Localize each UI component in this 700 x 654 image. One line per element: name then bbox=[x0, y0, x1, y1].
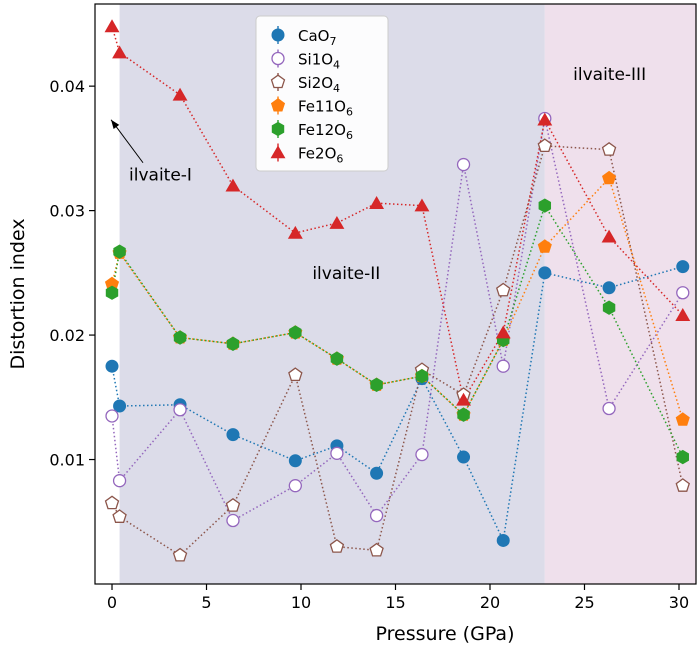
point-fe2o6 bbox=[369, 196, 385, 209]
point-si2o4 bbox=[537, 138, 553, 153]
point-fe12o6 bbox=[457, 407, 470, 422]
phase-annotations: ilvaite-I ilvaite-II ilvaite-III bbox=[110, 65, 646, 284]
point-fe2o6 bbox=[414, 198, 430, 212]
phase-region-2 bbox=[544, 4, 696, 584]
legend-marker-fe2o6 bbox=[270, 145, 286, 159]
point-fe12o6 bbox=[538, 198, 552, 213]
x-tick-label: 0 bbox=[107, 593, 117, 612]
point-si1o4 bbox=[676, 286, 690, 300]
legend-label-fe11o6: Fe11O6 bbox=[298, 98, 353, 119]
point-fe11o6 bbox=[675, 412, 690, 426]
point-si1o4 bbox=[105, 409, 119, 423]
point-fe11o6 bbox=[602, 170, 617, 185]
point-si2o4 bbox=[112, 509, 127, 523]
legend-label-si2o4: Si2O4 bbox=[298, 74, 340, 95]
annotation-arrow-head bbox=[111, 119, 120, 130]
point-si2o4 bbox=[675, 478, 691, 492]
point-si2o4 bbox=[329, 539, 345, 553]
point-si2o4 bbox=[495, 282, 511, 297]
point-fe2o6 bbox=[104, 19, 120, 33]
point-fe2o6 bbox=[225, 178, 241, 192]
point-fe12o6 bbox=[370, 377, 383, 393]
point-fe2o6 bbox=[601, 229, 617, 243]
point-fe2o6 bbox=[675, 308, 691, 321]
point-fe12o6 bbox=[330, 351, 344, 366]
point-si1o4 bbox=[456, 157, 471, 172]
legend-label-cao7: CaO7 bbox=[298, 27, 336, 48]
point-fe12o6 bbox=[113, 244, 126, 259]
point-si2o4 bbox=[369, 542, 384, 557]
legend-label-fe2o6: Fe2O6 bbox=[298, 145, 343, 166]
phase-label-3: ilvaite-III bbox=[573, 65, 646, 85]
point-fe2o6 bbox=[112, 45, 128, 59]
point-fe2o6 bbox=[456, 392, 471, 406]
point-si1o4 bbox=[415, 447, 429, 462]
point-cao7 bbox=[226, 428, 240, 442]
point-fe2o6 bbox=[287, 225, 303, 239]
x-tick-label: 5 bbox=[201, 593, 211, 612]
point-fe12o6 bbox=[226, 336, 240, 351]
point-fe12o6 bbox=[173, 330, 187, 345]
phase-label-1: ilvaite-I bbox=[129, 166, 192, 186]
point-cao7 bbox=[457, 450, 471, 464]
legend-label-si1o4: Si1O4 bbox=[298, 51, 340, 72]
point-fe2o6 bbox=[537, 112, 553, 126]
point-cao7 bbox=[676, 260, 690, 274]
point-fe11o6 bbox=[537, 239, 552, 253]
point-si2o4 bbox=[225, 497, 241, 512]
point-fe12o6 bbox=[602, 300, 616, 315]
point-fe2o6 bbox=[172, 87, 188, 101]
legend-box bbox=[255, 15, 389, 172]
point-fe2o6 bbox=[329, 215, 345, 229]
point-cao7 bbox=[105, 359, 119, 373]
x-tick-label: 20 bbox=[480, 593, 500, 612]
legend-marker-si1o4 bbox=[271, 51, 285, 66]
point-fe2o6 bbox=[495, 325, 511, 339]
x-axis-label: Pressure (GPa) bbox=[376, 623, 515, 645]
phase-label-2: ilvaite-II bbox=[312, 264, 380, 284]
legend-marker-fe11o6 bbox=[270, 98, 286, 112]
point-cao7 bbox=[113, 399, 127, 413]
legend-marker-si2o4 bbox=[270, 74, 286, 89]
y-tick-label: 0.04 bbox=[49, 77, 85, 96]
x-tick-label: 25 bbox=[574, 593, 594, 612]
point-si1o4 bbox=[330, 446, 344, 460]
point-si2o4 bbox=[104, 495, 120, 510]
legend-marker-fe12o6 bbox=[271, 121, 285, 137]
point-si1o4 bbox=[602, 401, 616, 416]
point-cao7 bbox=[288, 454, 302, 468]
point-fe12o6 bbox=[676, 449, 689, 465]
point-cao7 bbox=[496, 533, 510, 547]
point-cao7 bbox=[370, 466, 384, 480]
point-fe12o6 bbox=[105, 285, 119, 300]
y-tick-label: 0.01 bbox=[49, 451, 85, 470]
y-axis-ticks: 0.01 0.02 0.03 0.04 bbox=[49, 77, 95, 470]
point-fe12o6 bbox=[415, 368, 429, 384]
x-axis-ticks: 0 5 10 15 20 25 30 bbox=[107, 584, 689, 612]
point-si1o4 bbox=[112, 474, 127, 488]
x-tick-label: 30 bbox=[669, 593, 689, 612]
legend-marker-cao7 bbox=[271, 28, 285, 42]
legend-label-fe12o6: Fe12O6 bbox=[298, 121, 353, 142]
point-si1o4 bbox=[173, 403, 187, 417]
y-axis-label: Distortion index bbox=[7, 218, 29, 369]
point-cao7 bbox=[538, 266, 552, 280]
point-si1o4 bbox=[369, 508, 384, 523]
x-tick-label: 15 bbox=[385, 593, 405, 612]
point-si2o4 bbox=[288, 367, 303, 382]
point-si2o4 bbox=[601, 142, 617, 156]
x-tick-label: 10 bbox=[291, 593, 311, 612]
point-fe12o6 bbox=[289, 325, 302, 340]
y-tick-label: 0.02 bbox=[49, 326, 85, 345]
point-cao7 bbox=[602, 281, 616, 295]
point-si1o4 bbox=[496, 359, 510, 373]
point-si1o4 bbox=[226, 513, 240, 528]
series-markers bbox=[104, 19, 691, 562]
y-tick-label: 0.03 bbox=[49, 202, 85, 221]
point-si1o4 bbox=[288, 479, 302, 493]
point-si2o4 bbox=[172, 547, 188, 562]
